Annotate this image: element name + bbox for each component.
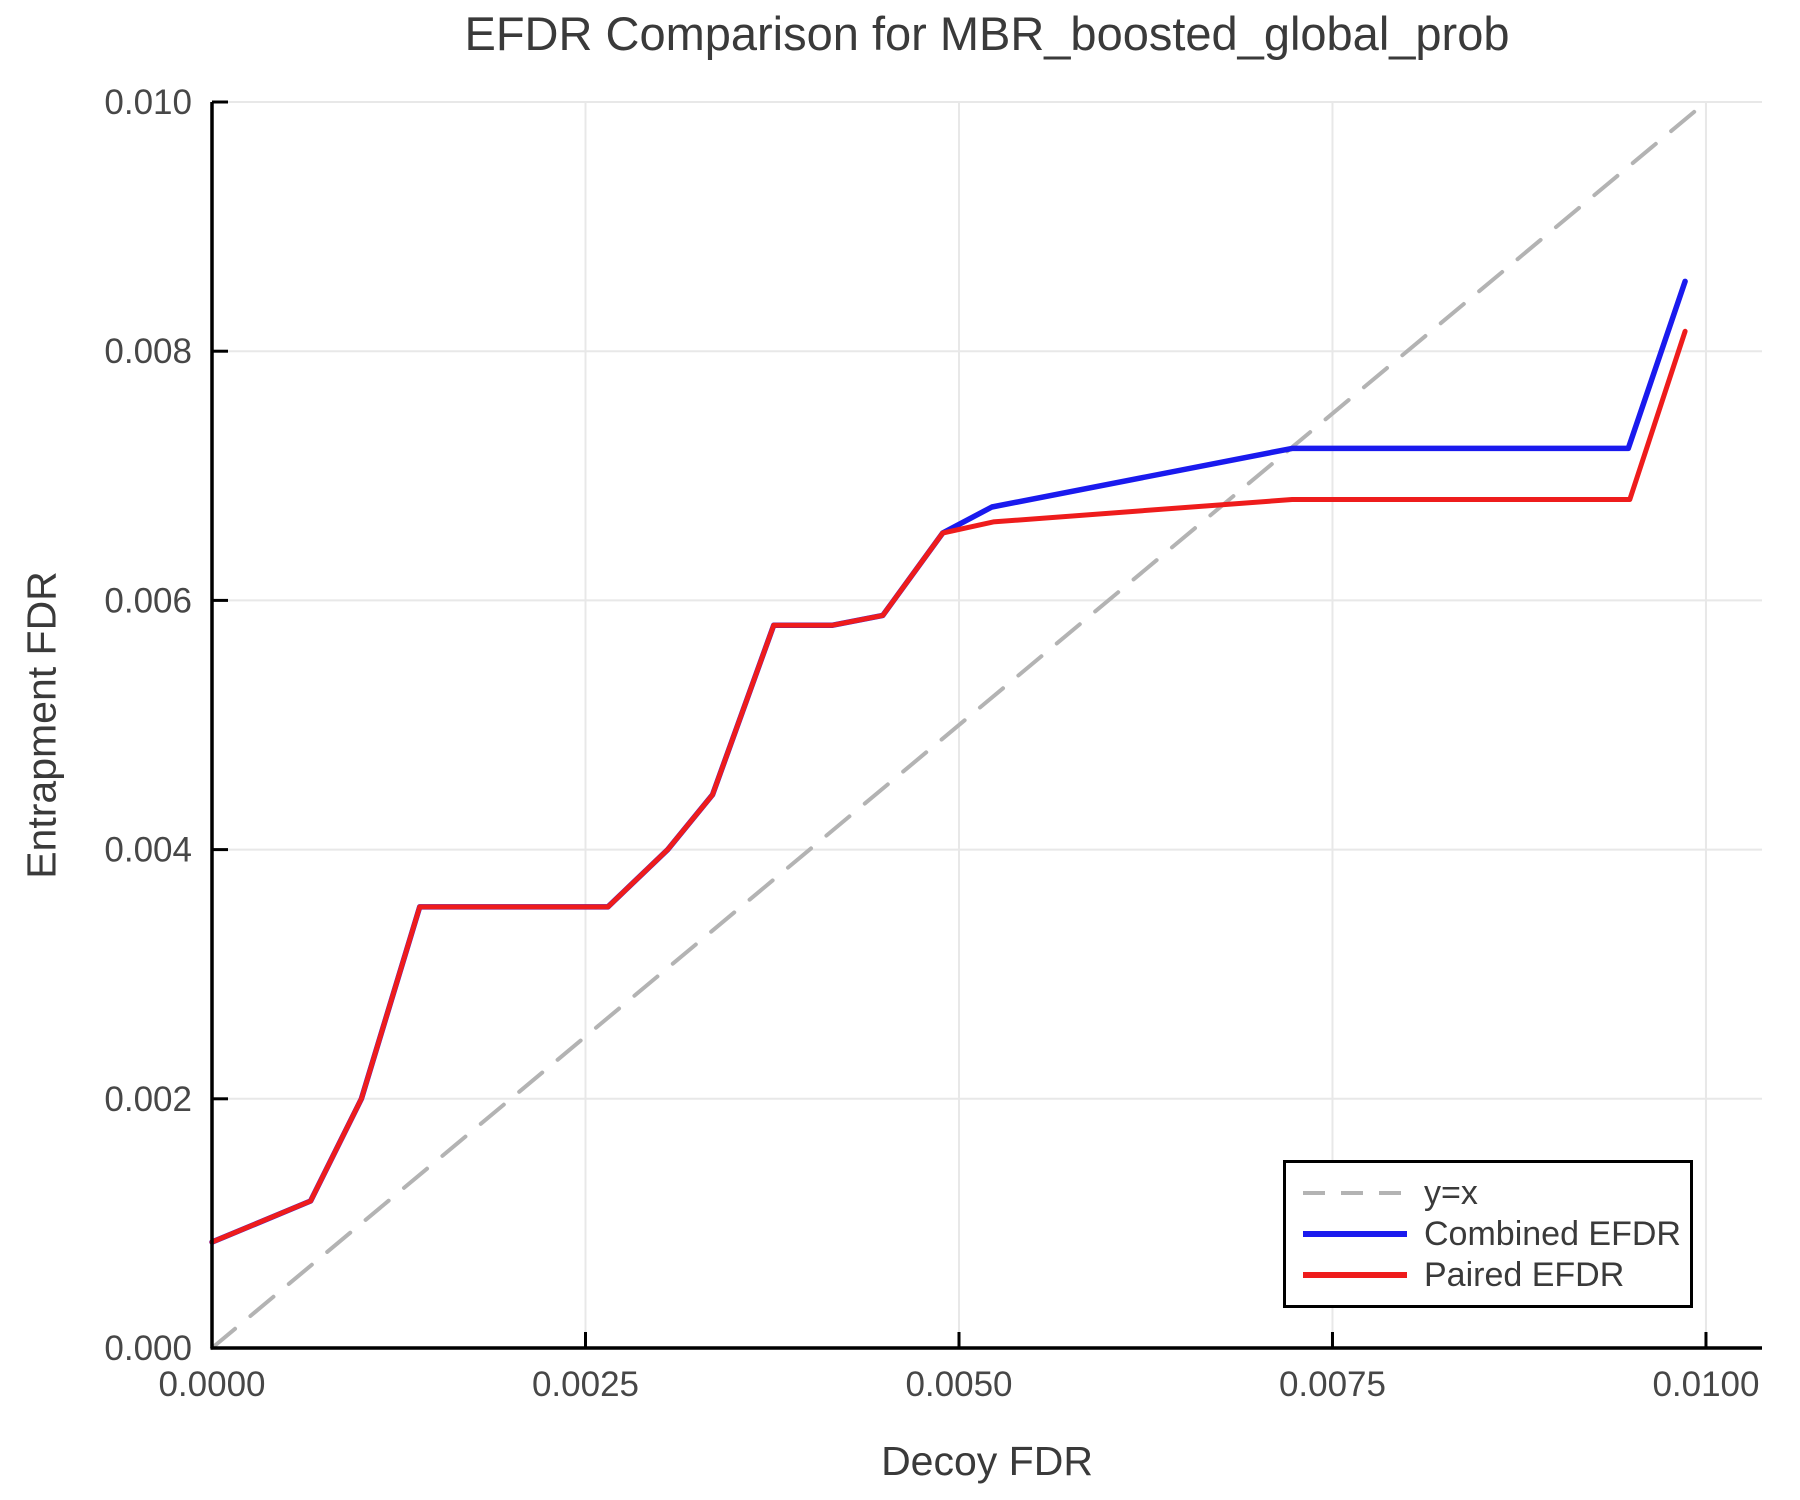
legend-label: Paired EFDR <box>1424 1256 1625 1294</box>
legend-item-y-x: y=x <box>1301 1173 1690 1214</box>
legend-label: y=x <box>1424 1174 1478 1212</box>
series-line-y-x <box>210 100 1708 1350</box>
legend-line-sample <box>1303 1191 1407 1195</box>
y-tick-label: 0.010 <box>104 83 192 122</box>
x-tick-label: 0.0075 <box>1279 1365 1386 1404</box>
y-tick-label: 0.006 <box>104 581 192 620</box>
x-tick-label: 0.0025 <box>532 1365 639 1404</box>
legend-item-paired-efdr: Paired EFDR <box>1301 1255 1690 1296</box>
legend-line-sample <box>1303 1231 1407 1237</box>
legend-line-sample <box>1303 1272 1407 1278</box>
y-tick-label: 0.002 <box>104 1080 192 1119</box>
y-tick-label: 0.004 <box>104 831 192 870</box>
series-line-paired-efdr <box>209 328 1688 1245</box>
legend-item-combined-efdr: Combined EFDR <box>1301 1214 1690 1255</box>
x-tick-label: 0.0000 <box>158 1365 265 1404</box>
x-tick-label: 0.0100 <box>1652 1365 1759 1404</box>
chart-title: EFDR Comparison for MBR_boosted_global_p… <box>464 7 1510 60</box>
x-tick-label: 0.0050 <box>905 1365 1012 1404</box>
legend-label: Combined EFDR <box>1424 1215 1681 1253</box>
legend: y=x Combined EFDR Paired EFDR <box>1283 1160 1693 1308</box>
y-tick-label: 0.008 <box>104 332 192 371</box>
y-tick-label: 0.000 <box>104 1329 192 1368</box>
x-axis-title: Decoy FDR <box>881 1438 1093 1484</box>
y-axis-title: Entrapment FDR <box>18 571 65 879</box>
